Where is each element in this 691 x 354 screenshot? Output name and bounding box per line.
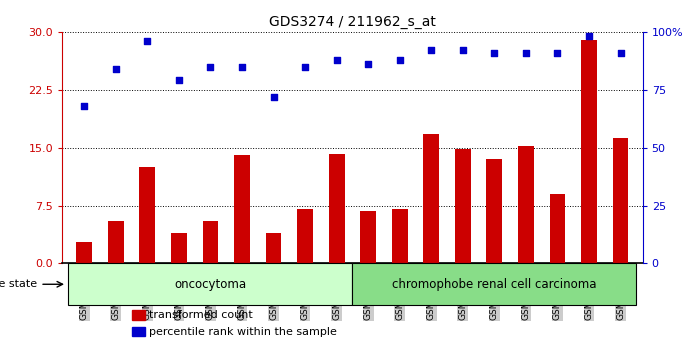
Point bbox=[489, 50, 500, 56]
Point bbox=[268, 94, 279, 99]
Bar bbox=[486, 159, 502, 263]
Bar bbox=[171, 233, 187, 263]
Bar bbox=[360, 211, 376, 263]
Bar bbox=[329, 154, 345, 263]
Text: percentile rank within the sample: percentile rank within the sample bbox=[149, 326, 337, 337]
Point bbox=[520, 50, 531, 56]
Text: oncocytoma: oncocytoma bbox=[174, 278, 247, 291]
Point bbox=[205, 64, 216, 69]
Point bbox=[142, 38, 153, 44]
Bar bbox=[392, 210, 408, 263]
Point bbox=[300, 64, 311, 69]
Bar bbox=[613, 138, 628, 263]
Point bbox=[363, 62, 374, 67]
Bar bbox=[424, 134, 439, 263]
Point bbox=[426, 47, 437, 53]
Point bbox=[583, 34, 594, 39]
Bar bbox=[352, 263, 636, 305]
Bar bbox=[581, 40, 597, 263]
Point bbox=[331, 57, 342, 62]
Bar bbox=[518, 146, 534, 263]
Bar bbox=[549, 194, 565, 263]
Point bbox=[552, 50, 563, 56]
Bar bbox=[140, 167, 155, 263]
Point bbox=[457, 47, 468, 53]
Point bbox=[173, 78, 184, 83]
Text: disease state: disease state bbox=[0, 279, 37, 289]
Bar bbox=[132, 310, 144, 320]
Bar bbox=[265, 233, 281, 263]
Bar bbox=[234, 155, 250, 263]
Title: GDS3274 / 211962_s_at: GDS3274 / 211962_s_at bbox=[269, 16, 436, 29]
Bar bbox=[77, 242, 92, 263]
Bar bbox=[68, 263, 352, 305]
Bar bbox=[132, 327, 144, 336]
Point bbox=[111, 66, 122, 72]
Bar bbox=[108, 221, 124, 263]
Bar bbox=[202, 221, 218, 263]
Point bbox=[236, 64, 247, 69]
Point bbox=[394, 57, 405, 62]
Bar bbox=[297, 210, 313, 263]
Point bbox=[615, 50, 626, 56]
Bar bbox=[455, 149, 471, 263]
Text: transformed count: transformed count bbox=[149, 310, 253, 320]
Text: chromophobe renal cell carcinoma: chromophobe renal cell carcinoma bbox=[392, 278, 596, 291]
Point bbox=[79, 103, 90, 109]
